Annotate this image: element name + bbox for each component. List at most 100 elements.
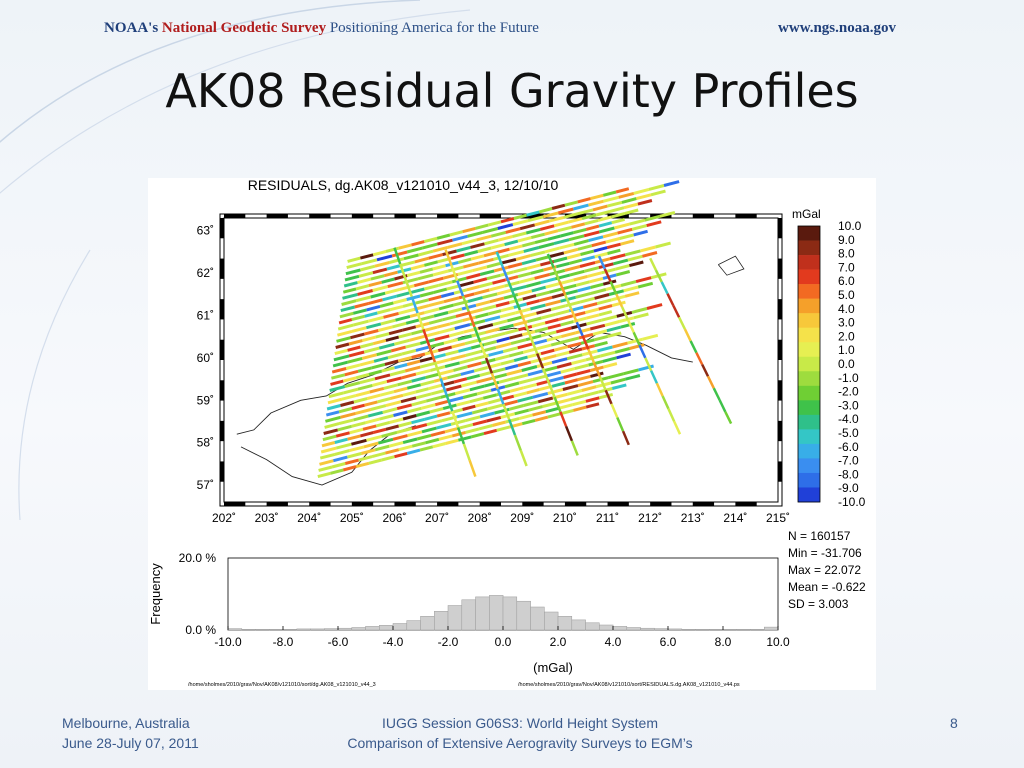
histogram-bar bbox=[599, 624, 614, 631]
histogram-bar bbox=[447, 605, 463, 631]
flight-line-segment bbox=[517, 342, 533, 350]
flight-line-segment bbox=[551, 203, 566, 210]
cross-line-segment bbox=[558, 280, 567, 296]
flight-line-segment bbox=[659, 210, 676, 218]
cross-line-segment bbox=[667, 408, 676, 423]
flight-line-segment bbox=[415, 345, 431, 352]
map-x-tick-label: 214˚ bbox=[723, 511, 747, 525]
flight-line-segment bbox=[409, 334, 425, 342]
flight-line-segment bbox=[601, 314, 618, 322]
flight-line-segment bbox=[479, 269, 495, 276]
map-frame-tick bbox=[778, 420, 782, 442]
flight-line-segment bbox=[540, 348, 555, 356]
colorbar-label: 2.0 bbox=[838, 329, 855, 343]
flight-line-segment bbox=[629, 343, 645, 350]
flight-line-segment bbox=[355, 461, 370, 469]
colorbar-unit: mGal bbox=[792, 207, 821, 221]
flight-line-segment bbox=[465, 427, 480, 434]
flight-line-segment bbox=[338, 407, 353, 414]
flight-line-segment bbox=[530, 268, 544, 275]
flight-line-segment bbox=[487, 309, 502, 316]
histogram-bar bbox=[475, 596, 490, 631]
flight-line-segment bbox=[428, 276, 444, 284]
flight-line-segment bbox=[624, 208, 639, 215]
map-frame-tick bbox=[522, 502, 544, 506]
flight-line-segment bbox=[575, 327, 591, 335]
flight-line-segment bbox=[434, 334, 450, 342]
flight-line-segment bbox=[366, 322, 382, 330]
cross-line-segment bbox=[439, 378, 448, 396]
flight-line-segment bbox=[526, 210, 540, 217]
header-url[interactable]: www.ngs.noaa.gov bbox=[778, 20, 896, 36]
flight-line-segment bbox=[512, 219, 529, 227]
flight-line-segment bbox=[642, 333, 659, 341]
flight-line-segment bbox=[336, 336, 351, 343]
cross-line-segment bbox=[416, 312, 425, 330]
flight-line-segment bbox=[478, 323, 494, 330]
flight-line-segment bbox=[329, 385, 346, 392]
colorbar-label: 4.0 bbox=[838, 302, 855, 316]
flight-line-segment bbox=[447, 307, 463, 314]
map-frame-tick bbox=[522, 214, 544, 218]
flight-line-segment bbox=[595, 209, 611, 217]
flight-line-segment bbox=[382, 407, 398, 414]
flight-line-segment bbox=[355, 284, 370, 291]
flight-line-segment bbox=[402, 390, 417, 397]
flight-line-segment bbox=[357, 277, 372, 285]
flight-line-segment bbox=[387, 352, 403, 360]
flight-line-segment bbox=[386, 264, 402, 271]
flight-line-segment bbox=[379, 301, 394, 308]
flight-line-segment bbox=[607, 372, 624, 380]
flight-line-segment bbox=[577, 286, 591, 293]
flight-line-segment bbox=[451, 276, 467, 284]
flight-line-segment bbox=[449, 319, 463, 326]
flight-line-segment bbox=[502, 399, 518, 407]
flight-line-segment bbox=[456, 245, 471, 253]
flight-line-segment bbox=[536, 308, 552, 315]
flight-line-segment bbox=[351, 403, 365, 410]
flight-line-segment bbox=[355, 408, 372, 415]
cross-line-segment bbox=[632, 331, 641, 346]
flight-line-segment bbox=[620, 280, 637, 287]
map-frame-tick bbox=[650, 502, 672, 506]
flight-line-segment bbox=[609, 206, 625, 213]
flight-line-segment bbox=[475, 223, 489, 230]
cross-line-segment bbox=[570, 440, 579, 456]
slide-number: 8 bbox=[950, 715, 958, 731]
flight-line-segment bbox=[367, 410, 384, 418]
flight-line-segment bbox=[411, 417, 425, 425]
flight-line-segment bbox=[500, 359, 515, 366]
flight-line-segment bbox=[638, 364, 654, 372]
flight-line-segment bbox=[625, 374, 641, 381]
flight-line-segment bbox=[342, 376, 357, 383]
flight-line-segment bbox=[383, 311, 399, 319]
flight-line-segment bbox=[574, 363, 590, 371]
map-frame-tick bbox=[607, 502, 629, 506]
map-frame-tick bbox=[692, 502, 715, 506]
cross-line-segment bbox=[724, 411, 733, 425]
flight-line-segment bbox=[436, 233, 451, 240]
flight-line-segment bbox=[338, 418, 354, 426]
flight-line-segment bbox=[385, 400, 402, 408]
colorbar-cell bbox=[798, 226, 820, 241]
flight-line-segment bbox=[401, 372, 417, 380]
flight-line-segment bbox=[345, 268, 361, 276]
flight-line-segment bbox=[553, 238, 570, 246]
flight-line-segment bbox=[357, 366, 372, 373]
flight-line-segment bbox=[432, 442, 446, 449]
flight-line-segment bbox=[536, 361, 553, 368]
flight-line-segment bbox=[495, 301, 510, 308]
cross-line-segment bbox=[673, 420, 682, 435]
flight-line-segment bbox=[391, 321, 407, 329]
flight-line-segment bbox=[381, 455, 395, 462]
flight-line-segment bbox=[458, 435, 472, 442]
flight-line-segment bbox=[459, 280, 474, 288]
flight-line-segment bbox=[486, 261, 502, 269]
map-x-tick-label: 207˚ bbox=[425, 511, 449, 525]
flight-line-segment bbox=[331, 462, 346, 469]
flight-line-segment bbox=[389, 393, 404, 401]
flight-line-segment bbox=[424, 307, 440, 315]
flight-line-segment bbox=[366, 434, 382, 442]
flight-line-segment bbox=[372, 250, 387, 257]
flight-line-segment bbox=[646, 303, 663, 310]
